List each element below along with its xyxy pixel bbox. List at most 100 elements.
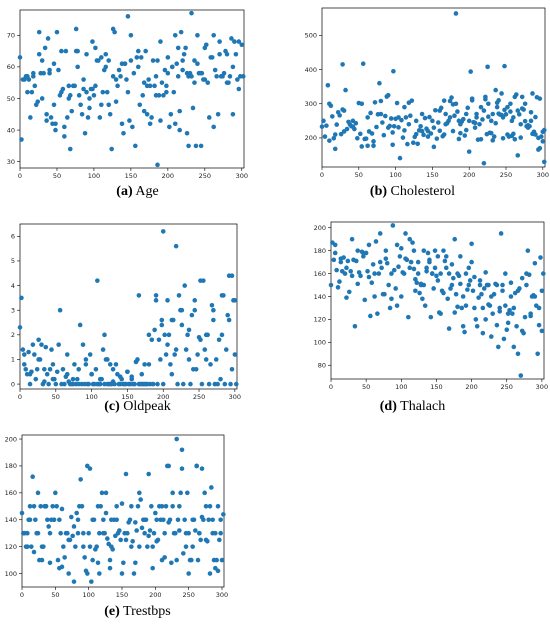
data-point: [445, 296, 450, 302]
data-point: [467, 278, 473, 283]
y-tick-label: 70: [7, 32, 15, 40]
data-point: [419, 128, 425, 134]
data-point: [47, 67, 52, 73]
data-point: [115, 83, 120, 89]
y-tick-label: 200: [305, 134, 317, 142]
data-point: [45, 517, 50, 523]
data-point: [57, 517, 62, 523]
data-point: [480, 117, 485, 122]
data-point: [219, 293, 225, 298]
y-tick-label: 180: [314, 247, 326, 255]
data-point: [150, 565, 155, 571]
data-point: [62, 555, 67, 560]
data-point: [500, 282, 505, 288]
data-point: [121, 560, 126, 566]
data-point: [480, 330, 486, 336]
data-point: [186, 327, 192, 333]
data-point: [166, 463, 171, 469]
data-point: [477, 278, 483, 283]
data-point: [371, 143, 376, 149]
data-point: [363, 250, 369, 256]
data-point: [355, 135, 360, 141]
data-point: [90, 557, 95, 563]
data-point: [66, 571, 71, 576]
data-point: [131, 571, 137, 576]
data-point: [338, 259, 344, 265]
y-tick-label: 120: [5, 543, 17, 551]
data-point: [415, 259, 421, 265]
data-point: [422, 115, 428, 121]
x-tick-label: 200: [463, 171, 475, 179]
data-point: [449, 262, 455, 267]
plot-frame: [330, 221, 545, 380]
data-point: [29, 544, 34, 549]
data-point: [81, 544, 86, 549]
chart-panel-thalach: 0 50 100 150 200 250 300 80 100 120 140 160 180 200 (…: [275, 214, 550, 418]
data-point: [43, 503, 49, 509]
data-point: [185, 332, 190, 338]
data-point: [128, 58, 134, 63]
data-point: [229, 366, 235, 372]
chart-panel-cholesterol: 0 50 100 150 200 250 300 200 300 400 500 (b) Chole…: [275, 0, 550, 204]
data-point: [224, 51, 230, 57]
data-point: [236, 86, 242, 92]
data-point: [448, 286, 453, 291]
data-point: [66, 83, 72, 89]
data-point: [361, 254, 366, 259]
data-point: [458, 281, 463, 287]
data-point: [57, 307, 63, 313]
data-point: [469, 241, 474, 247]
data-point: [19, 295, 24, 301]
data-point: [53, 121, 58, 127]
data-point: [508, 294, 514, 299]
data-point: [36, 337, 41, 343]
data-point: [190, 544, 195, 549]
data-point: [481, 108, 487, 113]
y-tick-label: 80: [318, 362, 326, 370]
y-tick-label: 400: [305, 66, 317, 74]
data-point: [202, 490, 207, 496]
data-point: [33, 376, 39, 382]
data-point: [125, 530, 130, 536]
data-point: [431, 144, 437, 150]
data-point: [54, 369, 60, 375]
data-point: [369, 280, 375, 286]
data-point: [497, 309, 503, 314]
data-point: [509, 118, 515, 124]
data-point: [137, 544, 142, 549]
data-point: [409, 98, 415, 103]
data-point: [383, 248, 389, 253]
data-point: [177, 108, 182, 114]
data-point: [443, 254, 449, 259]
data-point: [502, 63, 507, 69]
data-point: [456, 118, 462, 124]
data-point: [472, 125, 478, 130]
data-point: [31, 549, 37, 555]
x-tick-label: 300: [236, 172, 248, 180]
data-point: [334, 267, 339, 273]
data-point: [390, 130, 395, 135]
data-point: [349, 273, 355, 279]
data-point: [229, 36, 234, 41]
data-point: [177, 528, 182, 533]
data-point: [463, 111, 469, 117]
data-point: [110, 74, 116, 79]
data-point: [152, 83, 157, 89]
data-point: [122, 61, 128, 67]
data-point: [86, 530, 91, 536]
data-point: [362, 297, 368, 303]
data-point: [504, 327, 510, 333]
data-point: [129, 544, 134, 549]
data-point: [135, 503, 141, 509]
data-point: [59, 89, 64, 95]
data-point: [381, 132, 387, 138]
data-point: [97, 530, 102, 536]
data-point: [505, 311, 511, 316]
data-point: [105, 536, 110, 541]
data-point: [446, 271, 452, 276]
data-point: [515, 153, 521, 158]
data-point: [490, 138, 496, 143]
data-point: [27, 371, 33, 377]
data-point: [515, 288, 521, 294]
data-point: [19, 510, 25, 516]
